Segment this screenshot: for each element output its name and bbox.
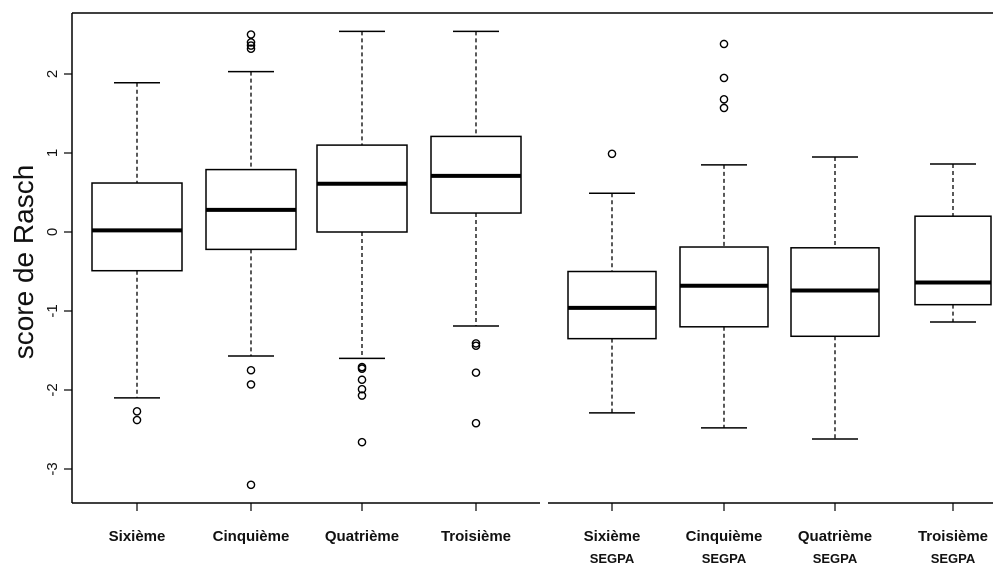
outlier-point: [471, 418, 481, 428]
outlier-point: [471, 339, 481, 348]
outlier-point: [357, 375, 367, 385]
y-tick-label: 2: [44, 70, 61, 78]
y-axis-title: score de Rasch: [8, 165, 39, 360]
boxes: [91, 30, 992, 490]
box-group: [430, 30, 522, 428]
y-tick-label: -3: [44, 462, 61, 475]
outlier-point: [246, 30, 256, 39]
outlier-point: [246, 365, 256, 375]
category-label: Sixième: [109, 528, 166, 545]
outlier-point: [719, 94, 729, 104]
outlier-point: [132, 407, 142, 416]
box-iqr: [316, 144, 408, 233]
outlier-point: [607, 149, 617, 159]
box-iqr: [567, 270, 657, 340]
box-group: [567, 149, 657, 414]
box-iqr: [914, 215, 992, 306]
category-label: Quatrième: [798, 528, 872, 545]
outlier-point: [357, 384, 367, 394]
box-group: [790, 156, 880, 440]
y-tick-label: -1: [44, 304, 61, 317]
x-labels: Sixième Cinquième Quatrième Troisième Sixièm…: [109, 503, 988, 566]
outlier-point: [246, 41, 256, 50]
outlier-point: [357, 437, 367, 447]
outlier-point: [246, 38, 256, 47]
category-label: Cinquième: [686, 528, 763, 545]
y-tick-label: 0: [44, 228, 61, 236]
outlier-point: [246, 380, 256, 389]
outlier-point: [357, 391, 367, 400]
outlier-point: [471, 368, 481, 377]
box-group: [316, 30, 408, 447]
outlier-point: [246, 44, 256, 54]
category-sublabel: SEGPA: [702, 551, 747, 566]
box-group: [914, 163, 992, 323]
category-sublabel: SEGPA: [813, 551, 858, 566]
axes: -3 -2 -1 0 1 2: [44, 12, 993, 504]
outlier-point: [357, 364, 367, 373]
category-label: Sixième: [584, 528, 641, 545]
box-iqr: [91, 182, 183, 272]
y-tick-label: -2: [44, 383, 61, 396]
category-label: Quatrième: [325, 528, 399, 545]
box-group: [91, 81, 183, 425]
box-group: [679, 39, 769, 429]
category-label: Troisième: [918, 528, 988, 545]
outlier-point: [132, 415, 142, 425]
category-sublabel: SEGPA: [590, 551, 635, 566]
outlier-point: [246, 480, 256, 490]
category-label: Cinquième: [213, 528, 290, 545]
outlier-point: [719, 103, 729, 113]
category-sublabel: SEGPA: [931, 551, 976, 566]
outlier-point: [471, 341, 481, 351]
box-group: [205, 30, 297, 490]
outlier-point: [719, 39, 729, 49]
y-tick-label: 1: [44, 149, 61, 157]
category-label: Troisième: [441, 528, 511, 545]
outlier-point: [719, 73, 729, 83]
